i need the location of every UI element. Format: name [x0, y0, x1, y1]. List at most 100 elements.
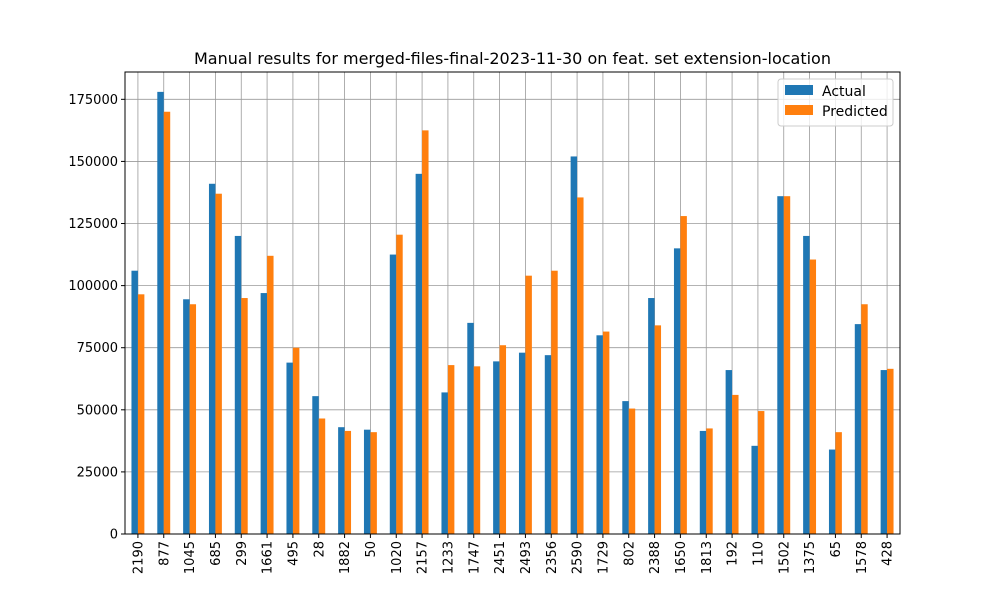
- bar-predicted-299: [241, 298, 248, 534]
- bar-actual-2157: [415, 173, 423, 534]
- y-tick-label: 0: [110, 528, 118, 543]
- x-tick-label: 428: [881, 541, 896, 566]
- legend: Actual Predicted: [777, 78, 894, 127]
- bar-actual-28: [312, 396, 319, 534]
- bar-actual-1578: [854, 324, 862, 534]
- x-tick-label: 1045: [183, 541, 198, 574]
- y-tick-label: 50000: [77, 403, 118, 418]
- bar-predicted-2388: [654, 325, 662, 534]
- x-tick-label: 110: [751, 541, 766, 566]
- bar-actual-65: [828, 449, 836, 534]
- bar-actual-2493: [518, 352, 526, 534]
- x-tick-label: 2356: [545, 541, 560, 574]
- bar-actual-299: [234, 235, 242, 534]
- bar-predicted-1882: [344, 430, 352, 534]
- bar-actual-877: [157, 91, 164, 534]
- x-tick-label: 1578: [855, 541, 870, 574]
- bar-actual-685: [208, 183, 216, 534]
- x-tick-label: 1375: [803, 541, 818, 574]
- bar-predicted-2493: [525, 275, 532, 534]
- x-tick-label: 50: [364, 541, 379, 558]
- bar-predicted-50: [370, 432, 377, 534]
- bar-predicted-2157: [422, 130, 429, 534]
- legend-label-actual: Actual: [822, 84, 866, 100]
- bar-predicted-1729: [602, 331, 610, 534]
- x-tick-label: 1650: [674, 541, 689, 574]
- x-tick-label: 1729: [596, 541, 611, 574]
- x-tick-label: 2493: [519, 541, 534, 574]
- bar-predicted-1578: [861, 304, 868, 534]
- x-tick-label: 1502: [777, 541, 792, 574]
- legend-swatch-actual: [785, 85, 813, 95]
- y-tick-label: 100000: [68, 279, 118, 294]
- legend-swatch-predicted: [785, 105, 813, 115]
- x-tick-label: 2451: [493, 541, 508, 574]
- x-tick-label: 1813: [700, 541, 715, 574]
- x-tick-label: 299: [235, 541, 250, 566]
- x-tick-label: 1233: [441, 541, 456, 574]
- bar-predicted-2190: [137, 294, 145, 534]
- bar-actual-50: [363, 429, 371, 534]
- bar-predicted-110: [757, 411, 765, 534]
- bar-predicted-65: [835, 432, 842, 534]
- bar-predicted-2451: [499, 345, 507, 534]
- bar-actual-802: [622, 401, 629, 534]
- y-tick-label: 125000: [68, 217, 118, 232]
- x-tick-label: 65: [829, 541, 844, 558]
- bar-predicted-2356: [551, 270, 558, 534]
- bars: [131, 91, 894, 535]
- bar-predicted-802: [628, 408, 636, 534]
- legend-label-predicted: Predicted: [822, 104, 888, 120]
- bar-actual-1813: [699, 430, 707, 534]
- axes: 0 25000 50000 75000 100000 125000 150000 175000…: [68, 93, 895, 574]
- y-tick-label: 25000: [77, 465, 118, 480]
- bar-predicted-1375: [809, 259, 817, 534]
- bar-predicted-1233: [447, 365, 455, 534]
- bar-actual-495: [286, 362, 293, 534]
- x-tick-label: 2157: [416, 541, 431, 574]
- bar-actual-2451: [493, 361, 500, 534]
- bar-actual-1502: [777, 196, 784, 534]
- bar-actual-1375: [803, 235, 810, 534]
- x-tick-label: 2590: [571, 541, 586, 574]
- bar-actual-428: [880, 370, 888, 534]
- bar-predicted-28: [318, 418, 326, 534]
- bar-predicted-1747: [473, 366, 481, 534]
- x-tick-label: 2190: [131, 541, 146, 574]
- bar-actual-2190: [131, 270, 138, 534]
- bar-predicted-877: [163, 111, 171, 534]
- bar-actual-1747: [467, 322, 474, 534]
- x-tick-label: 495: [286, 541, 301, 566]
- bar-actual-1661: [260, 293, 268, 534]
- bar-predicted-1650: [680, 216, 687, 534]
- bar-actual-192: [725, 370, 733, 534]
- bar-predicted-2590: [577, 197, 584, 534]
- bar-actual-1020: [389, 254, 397, 534]
- x-tick-label: 1747: [467, 541, 482, 574]
- bar-predicted-685: [215, 193, 222, 535]
- bar-predicted-192: [732, 394, 739, 534]
- bar-predicted-1020: [396, 234, 403, 534]
- x-tick-label: 1882: [338, 541, 353, 574]
- x-tick-label: 192: [726, 541, 741, 566]
- plot-area-frame: [124, 71, 901, 535]
- bar-predicted-1661: [267, 255, 274, 534]
- bar-actual-1650: [673, 248, 681, 534]
- bar-actual-2388: [648, 298, 655, 534]
- bar-actual-1233: [441, 392, 448, 534]
- bar-predicted-1045: [189, 304, 197, 534]
- x-tick-label: 2388: [648, 541, 663, 574]
- y-tick-label: 175000: [68, 93, 118, 108]
- bar-predicted-1813: [706, 428, 713, 534]
- x-tick-label: 28: [312, 541, 327, 558]
- bar-actual-110: [751, 445, 758, 534]
- bar-actual-2590: [570, 156, 578, 535]
- bar-predicted-495: [292, 347, 300, 534]
- y-tick-label: 75000: [77, 341, 118, 356]
- bar-actual-1729: [596, 335, 603, 534]
- bar-predicted-428: [887, 368, 894, 534]
- bar-actual-1045: [183, 299, 190, 534]
- bar-actual-2356: [544, 355, 552, 534]
